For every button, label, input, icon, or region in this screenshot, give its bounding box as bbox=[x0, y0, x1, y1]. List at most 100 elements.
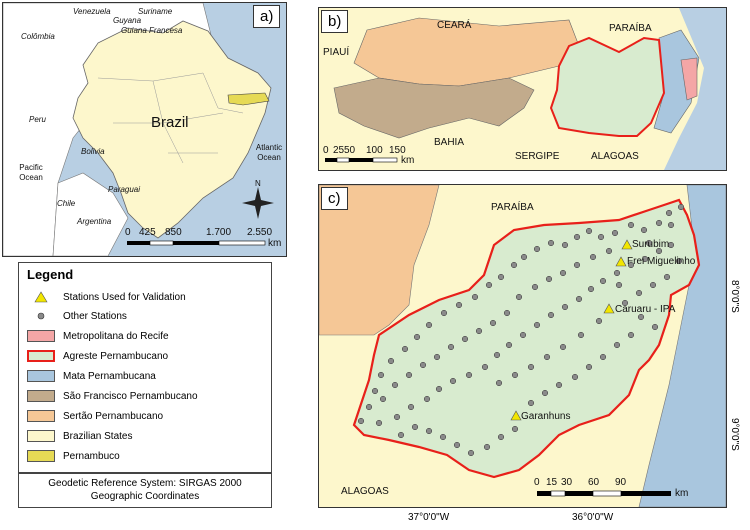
map-label: Colômbia bbox=[21, 32, 55, 41]
map-label: Guyana bbox=[113, 16, 142, 25]
longitude-label: 37°0'0"W bbox=[408, 512, 450, 523]
station-dot bbox=[413, 333, 421, 341]
station-dot bbox=[533, 321, 541, 329]
station-dot bbox=[611, 229, 619, 237]
station-dot bbox=[495, 379, 503, 387]
station-dot bbox=[493, 351, 501, 359]
legend-item-sao-francisco: São Francisco Pernambucano bbox=[27, 390, 267, 404]
latitude-label: 9°0'0"S bbox=[729, 418, 740, 451]
pernambuco-regions-map bbox=[319, 8, 726, 170]
station-dot bbox=[575, 295, 583, 303]
legend-label: Pernambuco bbox=[63, 451, 120, 462]
legend-item-mata: Mata Pernambucana bbox=[27, 370, 267, 384]
station-dot bbox=[485, 281, 493, 289]
station-dot bbox=[615, 281, 623, 289]
validation-station-marker bbox=[510, 410, 522, 421]
station-dot bbox=[605, 247, 613, 255]
station-dot bbox=[455, 301, 463, 309]
station-dot bbox=[637, 313, 645, 321]
ocean-label: Pacific Ocean bbox=[19, 163, 43, 182]
station-dot bbox=[411, 423, 419, 431]
station-dot bbox=[433, 353, 441, 361]
station-dot bbox=[439, 433, 447, 441]
legend-label: São Francisco Pernambucano bbox=[63, 391, 198, 402]
scale-bar bbox=[537, 490, 671, 497]
station-dot bbox=[559, 343, 567, 351]
state-label: BAHIA bbox=[434, 137, 465, 148]
station-dot bbox=[519, 331, 527, 339]
station-dot bbox=[365, 403, 373, 411]
coordinates-text: Geographic Coordinates bbox=[90, 491, 200, 502]
panel-label-b: b) bbox=[321, 10, 349, 33]
station-dot bbox=[531, 283, 539, 291]
map-label: Guiana Francesa bbox=[121, 26, 183, 35]
map-label: Peru bbox=[29, 115, 46, 124]
station-dot bbox=[597, 233, 605, 241]
station-dot bbox=[655, 247, 663, 255]
station-dot bbox=[547, 311, 555, 319]
scale-tick: 25 bbox=[333, 145, 345, 156]
station-dot bbox=[587, 285, 595, 293]
scale-bar bbox=[127, 240, 266, 246]
legend-swatch bbox=[27, 370, 55, 382]
station-dot bbox=[599, 277, 607, 285]
scale-tick: 15 bbox=[546, 477, 558, 488]
reference-system-text: Geodetic Reference System: SIRGAS 2000 bbox=[48, 478, 242, 489]
triangle-icon bbox=[34, 291, 48, 303]
station-label-surubim: Surubim bbox=[632, 239, 670, 250]
station-dot bbox=[561, 303, 569, 311]
station-dot bbox=[425, 427, 433, 435]
station-dot bbox=[675, 257, 683, 265]
legend-item-metropolitana: Metropolitana do Recife bbox=[27, 330, 267, 344]
station-dot bbox=[667, 221, 675, 229]
station-dot bbox=[577, 331, 585, 339]
station-label-garanhuns: Garanhuns bbox=[521, 411, 571, 422]
station-dot bbox=[655, 219, 663, 227]
station-label-caruaru: Caruaru - IPA bbox=[615, 304, 676, 315]
station-dot bbox=[387, 357, 395, 365]
station-dot bbox=[641, 255, 649, 263]
station-dot bbox=[475, 327, 483, 335]
state-label: PARAÍBA bbox=[609, 23, 652, 34]
legend-item-other-stations: Other Stations bbox=[27, 310, 267, 324]
station-dot bbox=[585, 227, 593, 235]
scale-tick: 2.550 bbox=[247, 227, 273, 238]
station-dot bbox=[401, 345, 409, 353]
legend-label: Sertão Pernambucano bbox=[63, 411, 164, 422]
legend-label: Metropolitana do Recife bbox=[63, 331, 169, 342]
validation-station-marker bbox=[615, 256, 627, 267]
brazil-shape bbox=[72, 20, 272, 239]
station-dot bbox=[405, 371, 413, 379]
station-dot bbox=[481, 363, 489, 371]
station-dot bbox=[397, 431, 405, 439]
station-dot bbox=[665, 209, 673, 217]
station-dot bbox=[425, 321, 433, 329]
legend-label: Agreste Pernambucano bbox=[63, 351, 169, 362]
station-dot bbox=[635, 289, 643, 297]
station-dot bbox=[407, 403, 415, 411]
station-dot bbox=[621, 299, 629, 307]
station-dot bbox=[371, 387, 379, 395]
station-dot bbox=[595, 317, 603, 325]
scale-unit: km bbox=[268, 238, 282, 249]
station-dot bbox=[555, 381, 563, 389]
scale-tick: 0 bbox=[534, 477, 540, 488]
station-label-frei-miguelinho: Frei Miguelinho bbox=[627, 256, 696, 267]
north-arrow-icon bbox=[242, 187, 274, 219]
state-label: ALAGOAS bbox=[591, 151, 639, 162]
station-dot bbox=[503, 309, 511, 317]
station-dot bbox=[527, 399, 535, 407]
map-panel-agreste: c) PARAÍBA ALAGOAS Surubim Frei Miguelin… bbox=[318, 184, 727, 508]
map-panel-pernambuco: b) CEARÁ PARAÍBA PIAUÍ BAHIA SERGIPE ALA… bbox=[318, 7, 727, 171]
station-dot bbox=[599, 353, 607, 361]
state-label: ALAGOAS bbox=[341, 486, 389, 497]
map-label: Chile bbox=[57, 199, 76, 208]
station-dot bbox=[677, 203, 685, 211]
station-dot bbox=[377, 371, 385, 379]
scale-bar bbox=[325, 157, 398, 163]
station-dot bbox=[573, 233, 581, 241]
legend-label: Mata Pernambucana bbox=[63, 371, 156, 382]
legend-item-validation-stations: Stations Used for Validation bbox=[27, 291, 267, 305]
station-dot bbox=[357, 417, 365, 425]
station-dot bbox=[533, 245, 541, 253]
